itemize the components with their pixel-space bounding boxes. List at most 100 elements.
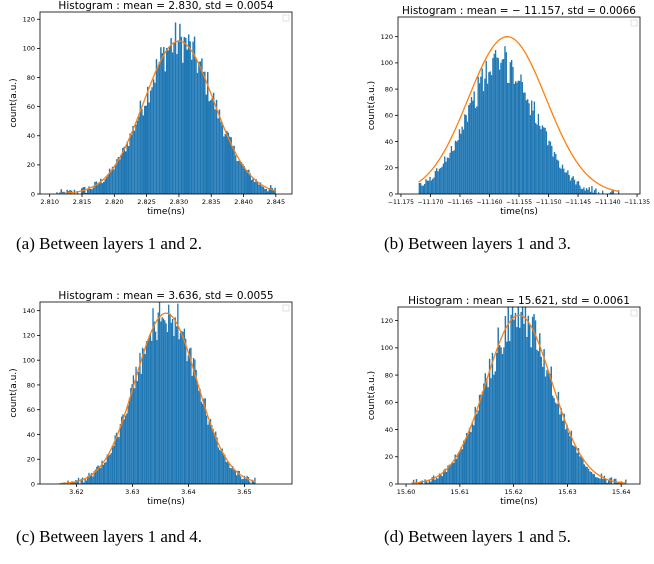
- histogram-bar: [561, 164, 564, 194]
- histogram-bar: [109, 454, 111, 484]
- histogram-bar: [196, 72, 199, 194]
- histogram-bar: [121, 416, 123, 484]
- histogram-bar: [579, 185, 581, 194]
- histogram-bar: [131, 384, 133, 484]
- histogram-bar: [176, 54, 178, 194]
- x-tick-label: −11.175: [388, 199, 414, 206]
- histogram-bar: [429, 176, 431, 194]
- histogram-bar: [272, 190, 275, 194]
- histogram-bar: [524, 307, 527, 484]
- histogram-bar: [537, 113, 540, 194]
- histogram-bar: [66, 189, 68, 194]
- y-tick-label: 40: [27, 132, 35, 140]
- histogram-bar: [481, 391, 484, 484]
- histogram-bar: [455, 458, 458, 484]
- histogram-bar: [152, 79, 155, 194]
- histogram-bar: [144, 105, 146, 194]
- y-tick-label: 40: [385, 426, 393, 434]
- histogram-bar: [146, 86, 149, 194]
- histogram-bar: [595, 188, 597, 194]
- histogram-bar: [238, 470, 240, 484]
- histogram-bar: [419, 183, 422, 194]
- histogram-bar: [87, 476, 89, 484]
- histogram-bar: [563, 168, 565, 194]
- histogram-bar: [92, 476, 94, 484]
- histogram-bar: [212, 428, 214, 484]
- y-tick-label: 80: [385, 85, 393, 93]
- histogram-bar: [177, 303, 179, 484]
- histogram-bars: [418, 46, 620, 194]
- histogram-bar: [242, 163, 244, 194]
- histogram-bar: [580, 188, 582, 194]
- histogram-bar: [609, 192, 612, 194]
- histogram-bar: [144, 354, 146, 484]
- histogram-bar: [196, 381, 199, 484]
- histogram-bar: [580, 455, 583, 484]
- x-tick-label: −11.170: [417, 199, 443, 206]
- histogram-bar: [174, 22, 177, 194]
- histogram-bar: [80, 478, 82, 484]
- histogram-bar: [510, 314, 512, 484]
- histogram-bar: [221, 448, 223, 484]
- histogram-bar: [478, 394, 481, 484]
- histogram-bar: [489, 71, 491, 194]
- histogram-bar: [597, 477, 600, 484]
- histogram-bar: [559, 167, 561, 194]
- histogram-bar: [97, 465, 99, 484]
- histogram-bar: [440, 168, 442, 194]
- histogram-bar: [73, 482, 76, 484]
- histogram-bar: [249, 481, 251, 484]
- histogram-bar: [185, 37, 187, 194]
- histogram-bar: [194, 359, 196, 484]
- histogram-bar: [487, 387, 489, 484]
- histogram-bar: [488, 358, 491, 484]
- histogram-bar: [527, 99, 529, 194]
- histogram-bar: [539, 125, 541, 194]
- histogram-bar: [431, 477, 433, 484]
- y-tick-label: 80: [385, 371, 393, 379]
- histogram-bar: [141, 347, 144, 484]
- histogram-bar: [145, 341, 148, 484]
- histogram-bar: [563, 413, 565, 484]
- x-axis-label: time(ns): [147, 497, 185, 507]
- histogram-bar: [132, 125, 134, 194]
- histogram-bar: [97, 184, 99, 194]
- histogram-bar: [158, 302, 161, 484]
- gaussian-fit-line: [411, 314, 627, 484]
- histogram-bar: [101, 460, 103, 484]
- histogram-bar: [205, 94, 208, 194]
- histogram-bar: [544, 376, 547, 484]
- histogram-bar: [151, 340, 153, 484]
- histogram-panel-d: Histogram : mean = 15.621, std = 0.0061 0…: [358, 290, 654, 514]
- histogram-bar: [492, 58, 494, 194]
- histogram-bar: [554, 402, 557, 484]
- histogram-bar: [528, 103, 530, 194]
- y-tick-label: 20: [27, 456, 35, 464]
- histogram-bar: [217, 118, 219, 194]
- histogram-bar: [160, 47, 162, 194]
- histogram-bar: [547, 145, 549, 194]
- histogram-bar: [154, 82, 156, 194]
- histogram-bar: [107, 455, 110, 484]
- histogram-bar: [183, 37, 186, 194]
- histogram-bar: [229, 467, 231, 484]
- histogram-bar: [143, 349, 145, 484]
- histogram-bar: [513, 319, 515, 484]
- histogram-bar: [477, 410, 479, 484]
- histogram-bar: [204, 71, 206, 194]
- histogram-bar: [548, 140, 550, 194]
- y-tick-label: 100: [381, 59, 393, 67]
- histogram-bar: [152, 308, 154, 484]
- histogram-bar: [470, 431, 472, 484]
- histogram-bars: [411, 307, 627, 484]
- histogram-bar: [506, 341, 508, 484]
- histogram-bar: [127, 405, 129, 484]
- histogram-bar: [217, 447, 220, 484]
- histogram-bar: [163, 47, 165, 194]
- histogram-bar: [104, 462, 106, 484]
- plot-frame: [39, 11, 293, 195]
- histogram-bar: [243, 475, 246, 484]
- histogram-bar: [139, 352, 141, 484]
- histogram-bar: [545, 131, 548, 194]
- histogram-bar: [482, 91, 485, 194]
